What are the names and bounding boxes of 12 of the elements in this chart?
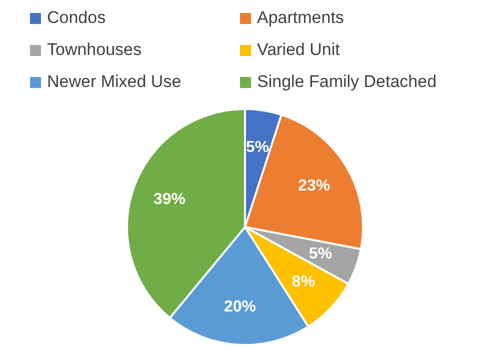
legend-label: Condos [47, 8, 106, 28]
legend-label: Newer Mixed Use [47, 72, 182, 92]
data-label: 20% [224, 298, 256, 316]
data-label: 5% [246, 139, 270, 156]
data-label: 39% [153, 191, 186, 208]
legend-label: Townhouses [47, 40, 142, 60]
legend-label: Apartments [257, 8, 344, 28]
data-label: 23% [298, 178, 330, 195]
data-label: 8% [292, 273, 316, 290]
legend-label: Varied Unit [257, 40, 340, 60]
legend-label: Single Family Detached [257, 72, 437, 92]
data-label: 5% [308, 246, 332, 263]
